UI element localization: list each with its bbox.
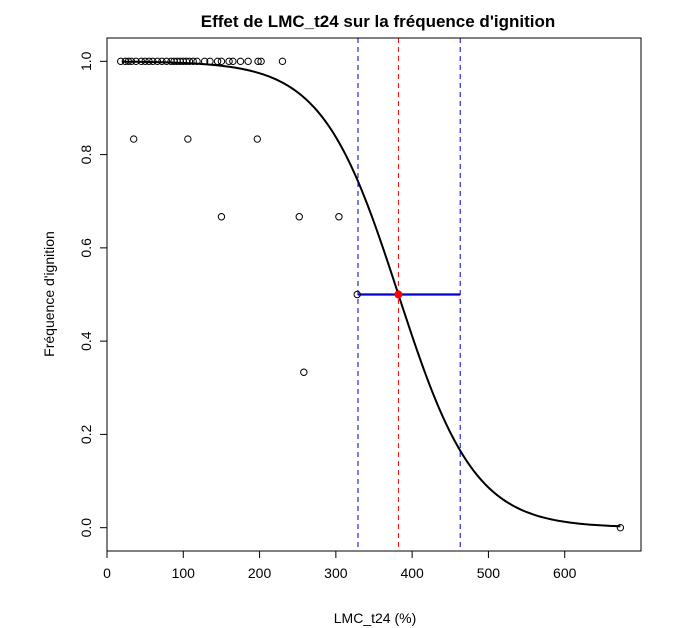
y-tick-label: 0.0 <box>78 518 94 538</box>
data-point <box>217 213 226 221</box>
data-point <box>200 57 209 66</box>
data-point <box>158 57 166 66</box>
data-point <box>229 57 237 66</box>
data-point <box>616 523 625 532</box>
x-tick-label: 500 <box>477 565 501 581</box>
data-point <box>127 57 136 66</box>
data-point <box>278 57 287 66</box>
y-tick-label: 0.2 <box>78 424 94 444</box>
chart-title: Effet de LMC_t24 sur la fréquence d'igni… <box>201 12 555 31</box>
data-point <box>213 57 222 66</box>
y-tick-label: 1.0 <box>78 51 94 71</box>
data-point <box>335 213 343 221</box>
data-point <box>253 135 261 143</box>
data-point <box>132 57 140 66</box>
x-tick-label: 200 <box>248 565 272 581</box>
x-tick-label: 400 <box>400 565 424 581</box>
data-point <box>236 57 245 66</box>
data-point <box>130 135 138 143</box>
x-axis-label: LMC_t24 (%) <box>334 610 416 626</box>
estimate-point <box>394 290 403 299</box>
data-point <box>137 57 146 66</box>
data-point <box>257 57 265 66</box>
data-point <box>185 57 194 66</box>
x-tick-label: 300 <box>324 565 348 581</box>
data-point <box>225 57 233 66</box>
y-tick-label: 0.4 <box>78 331 94 351</box>
data-point <box>145 57 153 66</box>
data-point <box>153 57 162 66</box>
data-point <box>206 57 214 66</box>
y-tick-label: 0.8 <box>78 145 94 165</box>
y-tick-label: 0.6 <box>78 238 94 258</box>
data-point <box>189 57 197 66</box>
x-tick-label: 600 <box>553 565 577 581</box>
data-point <box>141 57 149 66</box>
data-point <box>184 135 192 143</box>
data-point <box>300 368 308 376</box>
data-point <box>217 57 226 66</box>
y-axis-label: Fréquence d'ignition <box>41 231 57 357</box>
x-tick-label: 100 <box>172 565 196 581</box>
x-tick-label: 0 <box>103 565 111 581</box>
data-point <box>254 57 262 66</box>
data-point <box>117 57 125 66</box>
data-point <box>353 290 361 299</box>
data-point <box>149 57 157 66</box>
data-point <box>295 213 303 221</box>
data-point <box>162 57 171 66</box>
data-point <box>124 57 133 66</box>
data-point <box>193 57 201 66</box>
data-point <box>244 57 252 66</box>
